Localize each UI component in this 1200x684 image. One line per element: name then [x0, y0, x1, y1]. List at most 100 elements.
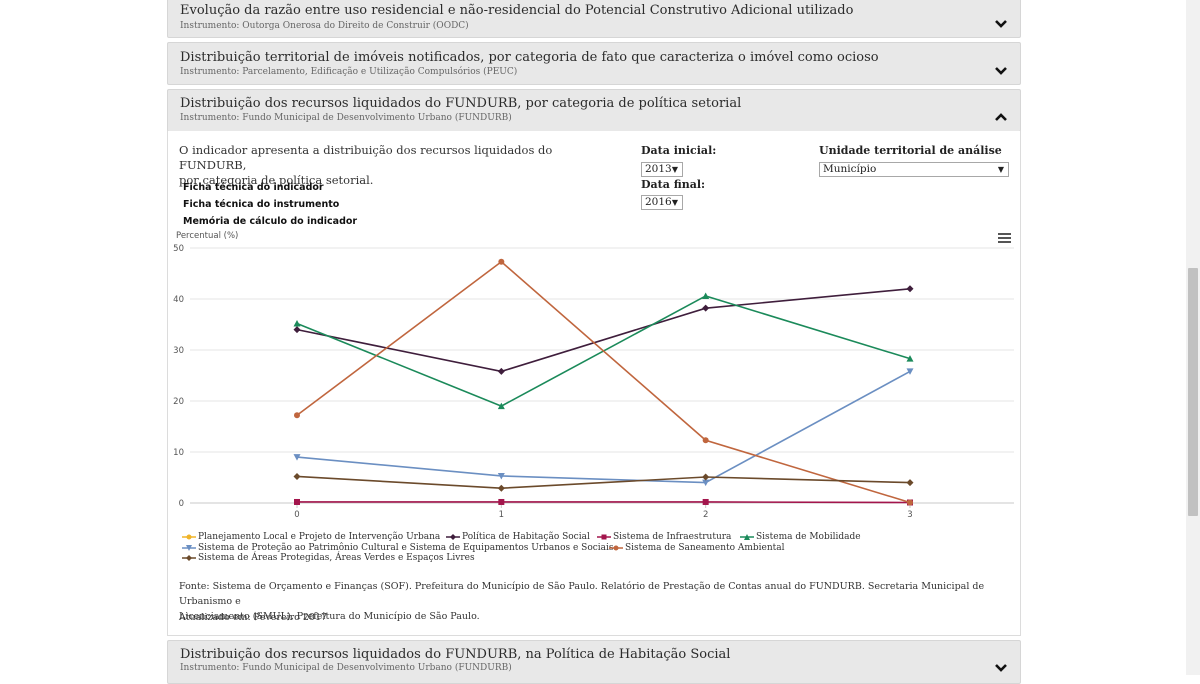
data-point — [702, 498, 709, 505]
legend-label: Política de Habitação Social — [462, 532, 590, 542]
x-tick-label: 3 — [907, 510, 912, 520]
accordion-instrument: Instrumento: Parcelamento, Edificação e … — [180, 67, 518, 77]
series-line — [296, 370, 911, 484]
series-line — [296, 288, 911, 373]
accordion-title: Distribuição territorial de imóveis noti… — [180, 50, 879, 65]
data-point — [293, 472, 301, 480]
data-point — [906, 285, 914, 293]
legend-swatch-icon — [182, 544, 196, 552]
series-2 — [294, 498, 913, 506]
data-point — [498, 498, 505, 505]
chevron-up-icon[interactable] — [994, 112, 1008, 122]
unidade-territorial-value: Município — [823, 163, 877, 175]
legend-item-mobilidade[interactable]: Sistema de Mobilidade — [740, 532, 861, 542]
legend-swatch-icon — [182, 554, 196, 562]
source-note: Fonte: Sistema de Orçamento e Finanças (… — [179, 579, 1020, 624]
y-tick-label: 0 — [179, 499, 184, 509]
y-tick-label: 40 — [173, 295, 184, 305]
data-point — [497, 367, 505, 375]
chevron-down-icon[interactable] — [994, 663, 1008, 673]
legend-item-saneamento[interactable]: Sistema de Saneamento Ambiental — [609, 543, 785, 553]
legend-swatch-icon — [740, 533, 754, 541]
chevron-down-icon[interactable] — [994, 66, 1008, 76]
series-1 — [293, 285, 914, 375]
x-tick-label: 2 — [703, 510, 708, 520]
accordion-title: Distribuição dos recursos liquidados do … — [180, 647, 731, 662]
accordion-item-peuc[interactable]: Distribuição territorial de imóveis noti… — [167, 42, 1021, 85]
series-4 — [293, 368, 914, 487]
legend-item-patrimonio[interactable]: Sistema de Proteção ao Patrimônio Cultur… — [182, 543, 614, 553]
link-memoria-calculo[interactable]: Memória de cálculo do indicador — [183, 216, 358, 227]
menu-icon[interactable] — [998, 233, 1011, 243]
indicator-description: O indicador apresenta a distribuição dos… — [179, 143, 579, 188]
page-scrollbar[interactable] — [1186, 0, 1200, 675]
accordion-item-fundurb-habitacao[interactable]: Distribuição dos recursos liquidados do … — [167, 640, 1021, 684]
data-point — [907, 499, 913, 506]
data-final-label: Data final: — [641, 178, 706, 191]
series-line — [296, 475, 911, 490]
legend-item-areas-protegidas[interactable]: Sistema de Áreas Protegidas, Áreas Verde… — [182, 553, 475, 563]
data-point — [702, 479, 710, 487]
y-tick-label: 20 — [173, 397, 184, 407]
legend-swatch-icon — [609, 544, 623, 552]
chart-series — [293, 258, 914, 506]
y-tick-label: 30 — [173, 346, 184, 356]
legend-item-habitacao[interactable]: Política de Habitação Social — [446, 532, 590, 542]
link-ficha-indicador[interactable]: Ficha técnica do indicador — [183, 182, 324, 193]
legend-swatch-icon — [597, 533, 611, 541]
data-point — [702, 304, 710, 312]
accordion-title: Distribuição dos recursos liquidados do … — [180, 96, 742, 111]
y-tick-label: 10 — [173, 448, 184, 458]
dropdown-arrow-icon: ▼ — [671, 198, 678, 207]
legend-swatch-icon — [446, 533, 460, 541]
source-line: Licenciamento (SMUL). Prefeitura do Muni… — [179, 611, 480, 622]
x-tick-label: 0 — [294, 510, 299, 520]
data-final-select[interactable]: 2016 ▼ — [641, 195, 683, 210]
data-point — [294, 498, 300, 505]
data-point — [293, 319, 301, 327]
x-tick-label: 1 — [499, 510, 504, 520]
data-point — [906, 368, 914, 375]
data-point — [293, 326, 301, 334]
data-point — [906, 355, 914, 362]
y-ticks: 0 10 20 30 40 50 — [173, 244, 184, 509]
accordion-item-fundurb-setorial[interactable]: Distribuição dos recursos liquidados do … — [167, 89, 1021, 132]
data-inicial-value: 2013 — [645, 163, 672, 175]
legend-label: Sistema de Mobilidade — [756, 532, 861, 542]
link-ficha-instrumento[interactable]: Ficha técnica do instrumento — [183, 199, 340, 210]
data-point — [702, 292, 710, 299]
data-inicial-label: Data inicial: — [641, 144, 717, 157]
chevron-down-icon[interactable] — [994, 19, 1008, 29]
legend-item-infraestrutura[interactable]: Sistema de Infraestrutura — [597, 532, 731, 542]
accordion-instrument: Instrumento: Fundo Municipal de Desenvol… — [180, 113, 512, 123]
y-tick-label: 50 — [173, 244, 184, 254]
data-inicial-select[interactable]: 2013 ▼ — [641, 162, 683, 177]
data-point — [497, 484, 505, 492]
scrollbar-thumb[interactable] — [1188, 268, 1198, 516]
data-final-value: 2016 — [645, 196, 672, 208]
accordion-title: Evolução da razão entre uso residencial … — [180, 3, 854, 18]
unidade-territorial-label: Unidade territorial de análise — [819, 144, 1002, 157]
description-line: por categoria de política setorial. — [179, 173, 374, 187]
legend-label: Sistema de Infraestrutura — [613, 532, 732, 542]
data-point — [293, 454, 301, 461]
accordion-instrument: Instrumento: Outorga Onerosa do Direito … — [180, 21, 469, 31]
y-axis-label: Percentual (%) — [176, 231, 238, 241]
chart-grid — [190, 247, 1014, 504]
series-5 — [294, 258, 913, 506]
data-point — [294, 412, 300, 419]
updated-note: Atualizado em: Fevereiro 2017 — [179, 612, 328, 623]
legend-item-planejamento[interactable]: Planejamento Local e Projeto de Interven… — [182, 532, 440, 542]
accordion-item-oodc[interactable]: Evolução da razão entre uso residencial … — [167, 0, 1021, 38]
indicator-panel: O indicador apresenta a distribuição dos… — [167, 131, 1021, 636]
line-chart: Percentual (%) 0 10 20 30 40 50 0 1 2 3 — [173, 231, 1014, 520]
legend-label: Sistema de Áreas Protegidas, Áreas Verde… — [198, 553, 475, 563]
series-line — [297, 501, 911, 504]
data-point — [906, 479, 914, 487]
source-line: Fonte: Sistema de Orçamento e Finanças (… — [179, 581, 985, 607]
unidade-territorial-select[interactable]: Município ▼ — [819, 162, 1009, 177]
series-line — [296, 260, 911, 504]
data-point — [702, 473, 710, 481]
data-point — [497, 472, 505, 480]
legend-label: Planejamento Local e Projeto de Interven… — [198, 532, 441, 542]
